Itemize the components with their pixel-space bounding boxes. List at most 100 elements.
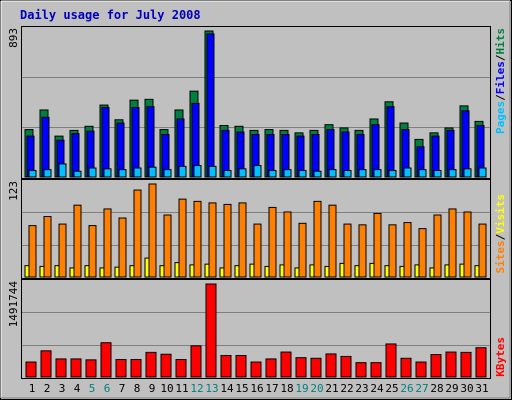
x-tick-label: 22 [340, 382, 353, 395]
pages-bar [403, 167, 412, 178]
kbytes-bar [190, 345, 202, 378]
files-bar [311, 133, 320, 178]
pages-bar [328, 169, 337, 178]
pages-bar [148, 166, 157, 178]
sites-bar [328, 204, 337, 278]
files-bar [71, 133, 80, 178]
kbytes-bar [310, 357, 322, 378]
pages-bar [103, 168, 112, 178]
kbytes-bar [295, 357, 307, 378]
x-tick-label: 23 [355, 382, 368, 395]
kbytes-legend: KBytes [494, 337, 507, 377]
sites-bar [388, 224, 397, 278]
sites-bar [343, 223, 352, 278]
kbytes-bar [265, 358, 277, 378]
kbytes-bar [220, 354, 232, 378]
x-tick-label: 1 [29, 382, 36, 395]
sites-bar [148, 183, 157, 278]
x-tick-label: 14 [220, 382, 234, 395]
pages-bar [178, 165, 187, 178]
x-tick-label: 30 [460, 382, 473, 395]
kbytes-bar [385, 343, 397, 378]
pages-bar [448, 169, 457, 178]
sites-bar [403, 222, 412, 278]
kbytes-bar [415, 361, 427, 378]
sites-bar [43, 216, 52, 278]
kbytes-bar [235, 354, 247, 378]
pages-bar [478, 167, 487, 178]
sites-bar [373, 212, 382, 278]
pages-bar [298, 169, 307, 178]
chart-title: Daily usage for July 2008 [20, 8, 201, 22]
legend-entry: / [494, 54, 507, 61]
files-bar [461, 110, 470, 178]
sites-bar [88, 225, 97, 278]
x-tick-label: 18 [280, 382, 293, 395]
legend-entry: Files [494, 61, 507, 94]
x-tick-label: 7 [119, 382, 126, 395]
sites-bar [58, 223, 67, 278]
pages-files-hits-legend: Pages/Files/Hits [494, 28, 507, 134]
pages-bar [358, 169, 367, 178]
x-tick-label: 20 [310, 382, 323, 395]
sites-bar [268, 206, 277, 278]
x-tick-label: 12 [190, 382, 203, 395]
sites-bar [193, 200, 202, 278]
kbytes-bar [475, 347, 487, 378]
sites-bar [28, 225, 37, 278]
sites-bar [118, 217, 127, 278]
kbytes-bar [25, 361, 37, 378]
x-tick-label: 25 [385, 382, 398, 395]
x-tick-label: 3 [59, 382, 66, 395]
x-tick-label: 4 [74, 382, 81, 395]
sites-bar [253, 223, 262, 278]
files-bar [131, 107, 140, 178]
kbytes-bar [205, 283, 217, 378]
sites-bar [208, 202, 217, 278]
legend-entry: / [494, 233, 507, 240]
kbytes-bar [340, 355, 352, 378]
files-bar [146, 106, 155, 178]
kbytes-bar [100, 342, 112, 378]
kbytes-bar [460, 351, 472, 378]
kbytes-bar [445, 351, 457, 378]
sites-bar [103, 208, 112, 278]
kbytes-bar [430, 354, 442, 378]
pages-bar [238, 168, 247, 178]
pages-bar [343, 169, 352, 178]
kbytes-bar [85, 359, 97, 378]
sites-bar [433, 214, 442, 278]
x-tick-label: 2 [44, 382, 51, 395]
pages-bar [28, 169, 37, 178]
x-tick-label: 6 [104, 382, 111, 395]
pages-bar [73, 170, 82, 178]
sites-bar [448, 208, 457, 278]
kbytes-bar [160, 353, 172, 378]
pages-bar [373, 169, 382, 178]
legend-entry: Hits [494, 28, 507, 55]
files-bar [116, 122, 125, 178]
files-bar [101, 107, 110, 178]
legend-entry: Visits [494, 194, 507, 234]
bot-ymax-label: 1491744 [7, 281, 20, 328]
pages-bar [118, 169, 127, 178]
x-tick-label: 16 [250, 382, 263, 395]
x-tick-label: 11 [175, 382, 188, 395]
sites-bar [223, 203, 232, 278]
x-tick-label: 10 [160, 382, 173, 395]
kbytes-bar [130, 359, 142, 378]
files-bar [41, 116, 50, 178]
pages-bar [193, 165, 202, 178]
pages-bar [223, 169, 232, 178]
pages-bar [418, 169, 427, 178]
legend-entry: Sites [494, 240, 507, 273]
x-tick-label: 8 [134, 382, 141, 395]
kbytes-bar [55, 358, 67, 378]
x-tick-label: 28 [430, 382, 443, 395]
x-tick-label: 19 [295, 382, 308, 395]
pages-bar [43, 169, 52, 178]
sites-bar [313, 200, 322, 278]
sites-bar [133, 189, 142, 278]
pages-bar [163, 169, 172, 178]
